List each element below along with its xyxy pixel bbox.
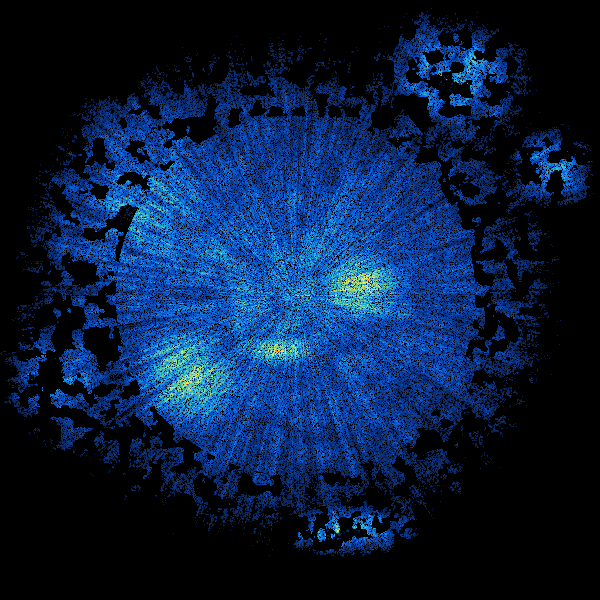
radar-image-container: Weather radar reflectivity plan-position… [0,0,600,600]
radar-reflectivity-plot [0,0,600,600]
